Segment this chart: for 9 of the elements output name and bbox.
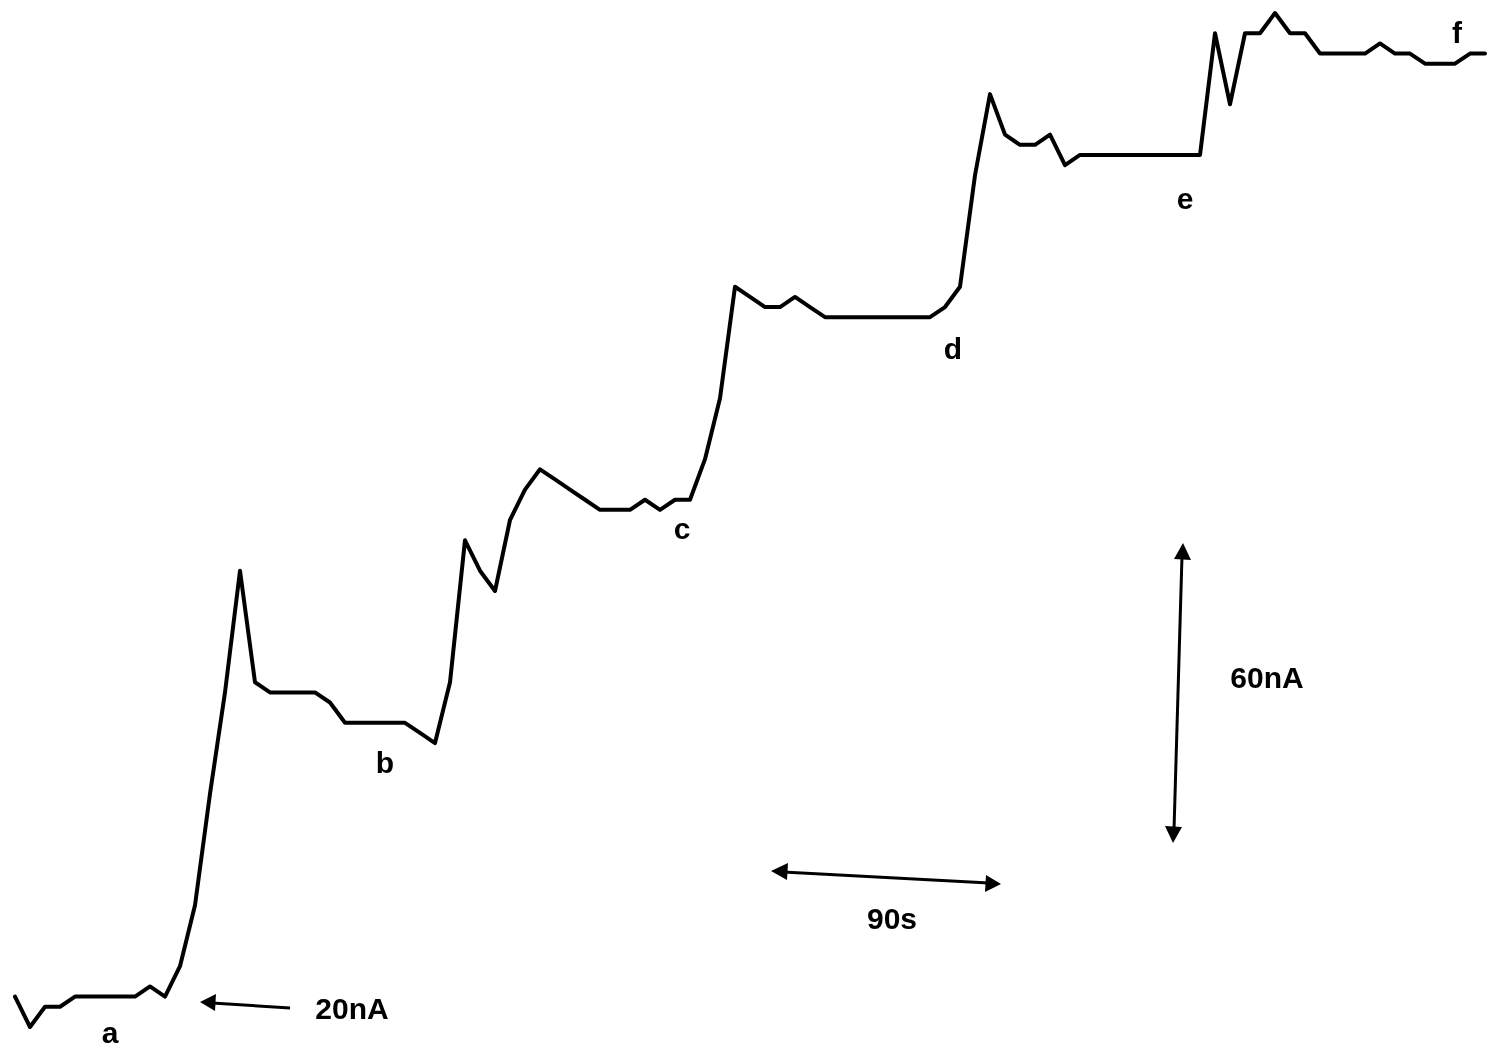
annotation: d xyxy=(943,332,963,365)
annotation: c xyxy=(673,512,691,545)
annotation: a xyxy=(101,1016,119,1049)
annotation: e xyxy=(1176,182,1194,215)
annotation: 90s xyxy=(866,902,918,935)
annotation: b xyxy=(375,746,395,779)
annotation: f xyxy=(1452,16,1463,49)
annotation: 60nA xyxy=(1230,661,1304,694)
annotation: 20nA xyxy=(315,992,389,1025)
